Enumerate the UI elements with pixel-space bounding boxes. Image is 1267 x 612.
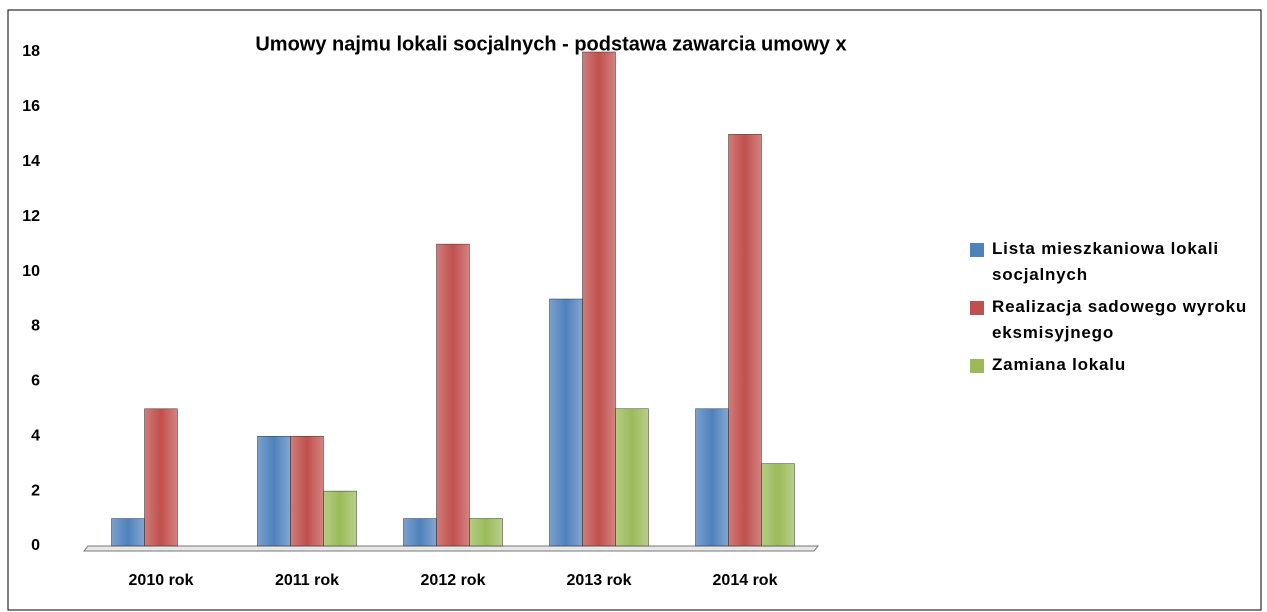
x-tick-label: 2011 rok [275, 572, 339, 589]
legend-item: Lista mieszkaniowa lokali socjalnych [970, 236, 1250, 288]
legend: Lista mieszkaniowa lokali socjalnych Real… [970, 236, 1250, 384]
legend-swatch [970, 301, 984, 315]
bar [257, 435, 291, 547]
legend-label: Realizacja sadowego wyroku eksmisyjnego [992, 297, 1248, 342]
bar [144, 408, 178, 547]
bar [436, 243, 470, 547]
x-tick-label: 2013 rok [567, 572, 632, 589]
legend-label: Lista mieszkaniowa lokali socjalnych [992, 239, 1219, 284]
bar [728, 134, 762, 547]
legend-swatch [970, 243, 984, 257]
bar [323, 490, 357, 547]
x-tick-label: 2014 rok [713, 572, 778, 589]
chart-title: Umowy najmu lokali socjalnych - podstawa… [255, 33, 846, 55]
y-tick-label: 18 [22, 43, 40, 60]
floor [82, 545, 820, 552]
bar [549, 298, 583, 547]
bar [469, 518, 503, 547]
y-tick-label: 2 [31, 482, 40, 499]
y-tick-label: 0 [31, 537, 40, 554]
bar [615, 408, 649, 547]
y-tick-label: 14 [22, 153, 40, 170]
legend-item: Zamiana lokalu [970, 352, 1250, 378]
bar [761, 463, 795, 547]
bar [290, 435, 324, 547]
legend-swatch [970, 359, 984, 373]
y-tick-label: 12 [22, 208, 40, 225]
x-tick-label: 2010 rok [129, 572, 194, 589]
legend-label: Zamiana lokalu [992, 355, 1127, 374]
legend-item: Realizacja sadowego wyroku eksmisyjnego [970, 294, 1250, 346]
bar [695, 408, 729, 547]
bar [582, 51, 616, 547]
y-tick-label: 16 [22, 98, 40, 115]
y-tick-label: 6 [31, 373, 40, 390]
bar [111, 518, 145, 547]
y-tick-label: 8 [31, 318, 40, 335]
x-tick-label: 2012 rok [421, 572, 486, 589]
y-tick-label: 10 [22, 263, 40, 280]
bar [403, 518, 437, 547]
y-tick-label: 4 [31, 427, 40, 444]
